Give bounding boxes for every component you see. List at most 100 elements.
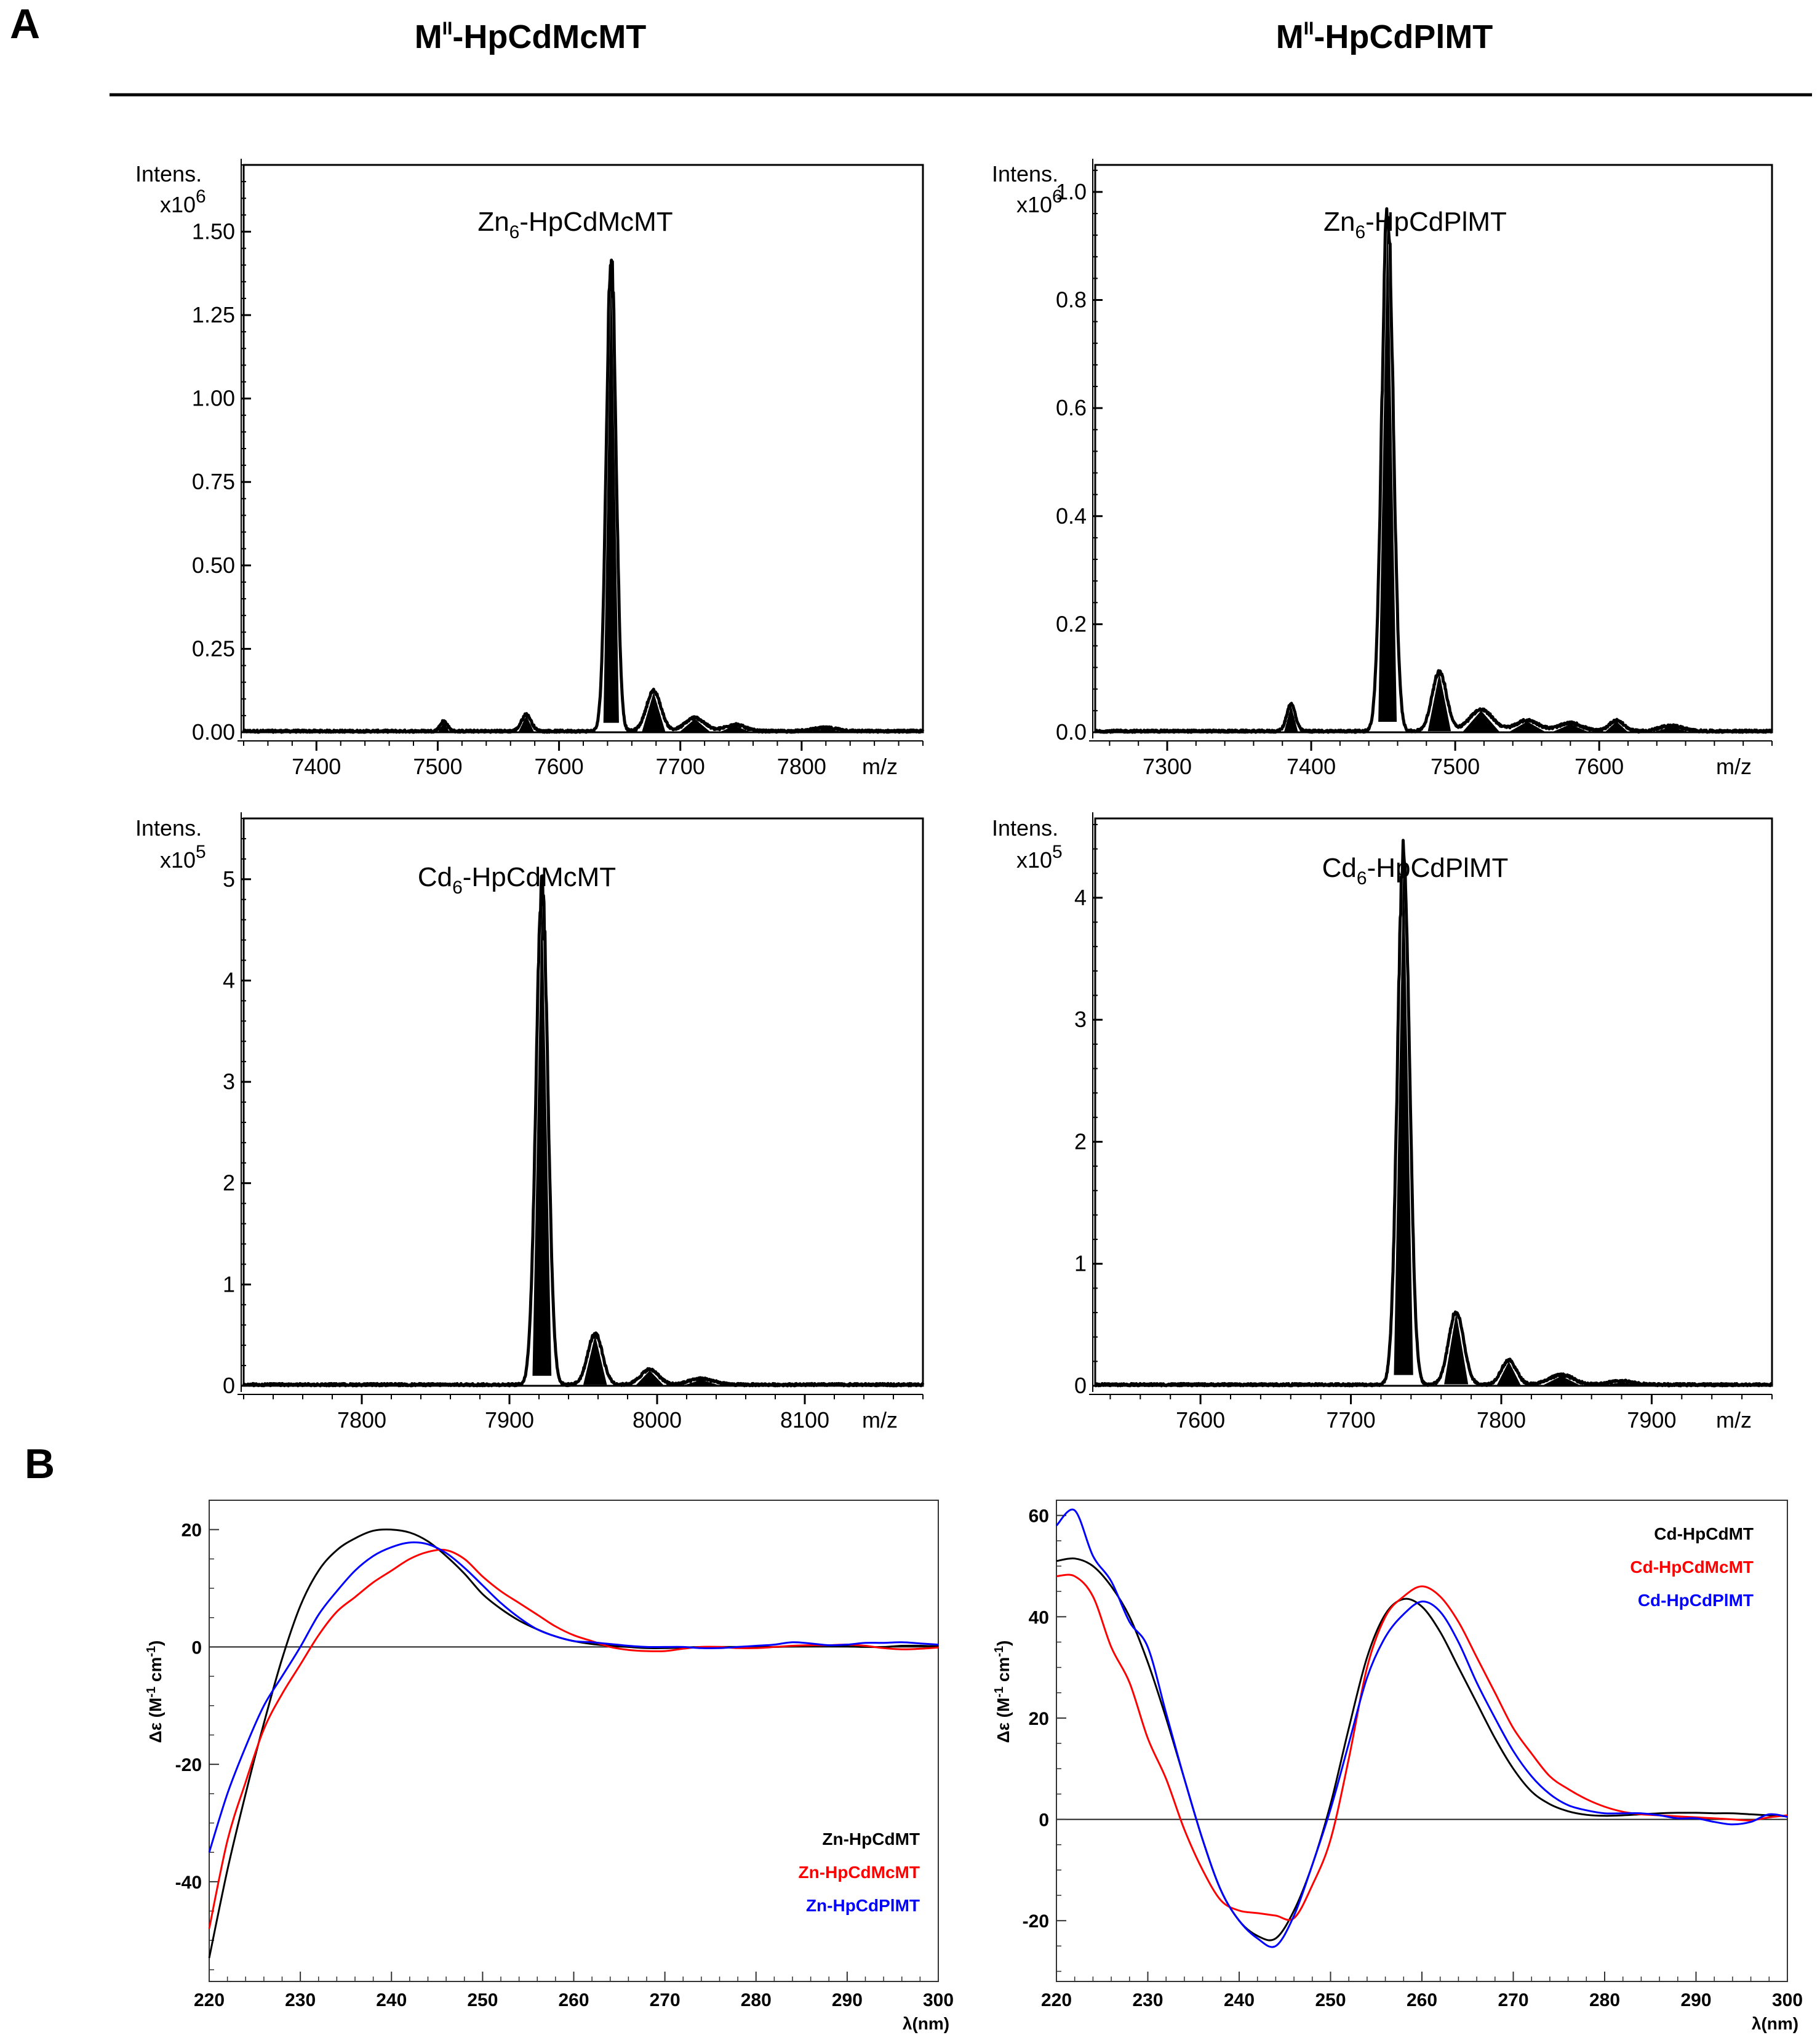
- y-tick-label: -20: [175, 1755, 202, 1775]
- x-tick-label: 8000: [633, 1407, 682, 1433]
- x-tick-label: 220: [1041, 1990, 1072, 2010]
- cd-series-line: [208, 1548, 939, 1929]
- y-tick-label: 0.25: [192, 636, 235, 661]
- spectrum-trace: [1093, 207, 1773, 734]
- peak-mark: [532, 884, 552, 1376]
- cd-series-line: [1055, 1508, 1788, 1948]
- y-axis-label: Δε (M-1 cm-1): [992, 1640, 1013, 1743]
- x-axis-label: λ(nm): [903, 2014, 949, 2033]
- x-tick-label: 230: [1132, 1990, 1163, 2010]
- y-tick-label: 1: [1074, 1251, 1087, 1276]
- peak-mark: [603, 258, 619, 723]
- spectrum-trace: [242, 874, 925, 1388]
- peak-mark: [1653, 727, 1690, 732]
- spectrum-trace: [242, 258, 925, 734]
- y-axis-label: Intens.: [135, 815, 202, 841]
- y-tick-label: 20: [1029, 1709, 1049, 1729]
- x-tick-label: 280: [1589, 1990, 1620, 2010]
- x-tick-label: 300: [1772, 1990, 1803, 2010]
- y-tick-label: -40: [175, 1873, 202, 1893]
- spectrum-trace: [1094, 839, 1773, 1388]
- intensity-multiplier: x106: [160, 186, 206, 217]
- x-tick-label: 7700: [656, 754, 705, 779]
- y-tick-label: 0.4: [1056, 503, 1087, 529]
- y-tick-label: -20: [1023, 1911, 1049, 1932]
- y-tick-label: 5: [223, 866, 235, 892]
- x-tick-label: 7600: [535, 754, 584, 779]
- cd-series-line: [208, 1541, 939, 1853]
- x-tick-label: 7800: [337, 1407, 386, 1433]
- x-tick-label: 7800: [777, 754, 826, 779]
- y-axis-label: Intens.: [992, 815, 1058, 841]
- x-tick-label: 7600: [1176, 1407, 1225, 1433]
- x-tick-label: 260: [1407, 1990, 1437, 2010]
- cd-series-line: [1056, 1557, 1788, 1941]
- column-title-mcmt: MII-HpCdMcMT: [415, 18, 647, 55]
- y-tick-label: 1.25: [192, 302, 235, 327]
- x-tick-label: 7900: [1627, 1407, 1676, 1433]
- peak-mark: [1444, 1313, 1469, 1385]
- x-tick-label: 230: [285, 1990, 316, 2010]
- y-tick-label: 0: [1039, 1810, 1049, 1831]
- legend-entry: Cd-HpCdMcMT: [1630, 1557, 1754, 1577]
- x-tick-label: 7800: [1477, 1407, 1526, 1433]
- x-tick-label: 8100: [780, 1407, 829, 1433]
- plot-frame: [242, 164, 924, 734]
- peak-mark: [1427, 673, 1451, 732]
- x-tick-label: 240: [1224, 1990, 1255, 2010]
- spectrum-title: Zn6-HpCdPlMT: [1323, 207, 1507, 242]
- cd-series-line: [208, 1528, 939, 1959]
- y-tick-label: 1.00: [192, 386, 235, 411]
- plot-frame: [1094, 164, 1773, 734]
- x-tick-label: 7500: [1431, 754, 1480, 779]
- x-tick-label: 270: [1498, 1990, 1528, 2010]
- intensity-multiplier: x106: [1016, 186, 1063, 217]
- y-axis-label: Intens.: [135, 161, 202, 186]
- legend-entry: Zn-HpCdPlMT: [806, 1896, 920, 1915]
- x-axis-label: m/z: [1716, 754, 1752, 779]
- y-tick-label: 0.8: [1056, 287, 1087, 313]
- legend-entry: Cd-HpCdMT: [1654, 1524, 1754, 1543]
- intensity-multiplier: x105: [160, 842, 206, 873]
- x-tick-label: 250: [1315, 1990, 1346, 2010]
- y-tick-label: 0.0: [1056, 719, 1087, 745]
- peak-mark: [1542, 1376, 1581, 1386]
- x-tick-label: 220: [194, 1990, 225, 2010]
- y-tick-label: 0.2: [1056, 611, 1087, 636]
- y-tick-label: 0: [191, 1637, 202, 1658]
- y-tick-label: 0.6: [1056, 395, 1087, 420]
- legend-entry: Zn-HpCdMT: [822, 1829, 920, 1849]
- y-tick-label: 1.0: [1056, 179, 1087, 204]
- panel-a-label: A: [10, 1, 40, 47]
- peak-mark: [1602, 1382, 1641, 1386]
- peak-mark: [518, 715, 534, 732]
- y-tick-label: 40: [1029, 1607, 1049, 1628]
- intensity-multiplier: x105: [1016, 842, 1063, 873]
- plot-frame: [242, 817, 924, 1387]
- y-axis-label: Intens.: [992, 161, 1058, 186]
- y-tick-label: 20: [182, 1521, 202, 1541]
- x-axis-label: m/z: [862, 754, 898, 779]
- x-tick-label: 7300: [1143, 754, 1192, 779]
- peak-mark: [1394, 849, 1413, 1375]
- peak-mark: [806, 729, 845, 732]
- x-tick-label: 7500: [413, 754, 462, 779]
- plot-frame: [1094, 817, 1773, 1387]
- x-tick-label: 250: [467, 1990, 498, 2010]
- y-tick-label: 4: [223, 967, 235, 993]
- x-tick-label: 240: [376, 1990, 407, 2010]
- x-tick-label: 300: [923, 1990, 954, 2010]
- y-tick-label: 1.50: [192, 218, 235, 244]
- cd-chart-cd: 220 230 240 250 260 270 280 290 300 -20 0 20 40 60 λ(n…: [992, 1500, 1803, 2033]
- peak-mark: [1378, 208, 1397, 722]
- x-tick-label: 260: [558, 1990, 589, 2010]
- peak-mark: [679, 719, 711, 732]
- cd-series-line: [1056, 1573, 1788, 1921]
- x-tick-label: 7900: [485, 1407, 534, 1433]
- peak-mark: [642, 692, 666, 732]
- ms-chart-zn-mcmt: 0.00 0.25 0.50 0.75 1.00 1.25 1.50 Intens.x106 7…: [135, 159, 925, 779]
- spectrum-title: Zn6-HpCdMcMT: [477, 207, 673, 242]
- y-axis-label: Δε (M-1 cm-1): [145, 1640, 165, 1743]
